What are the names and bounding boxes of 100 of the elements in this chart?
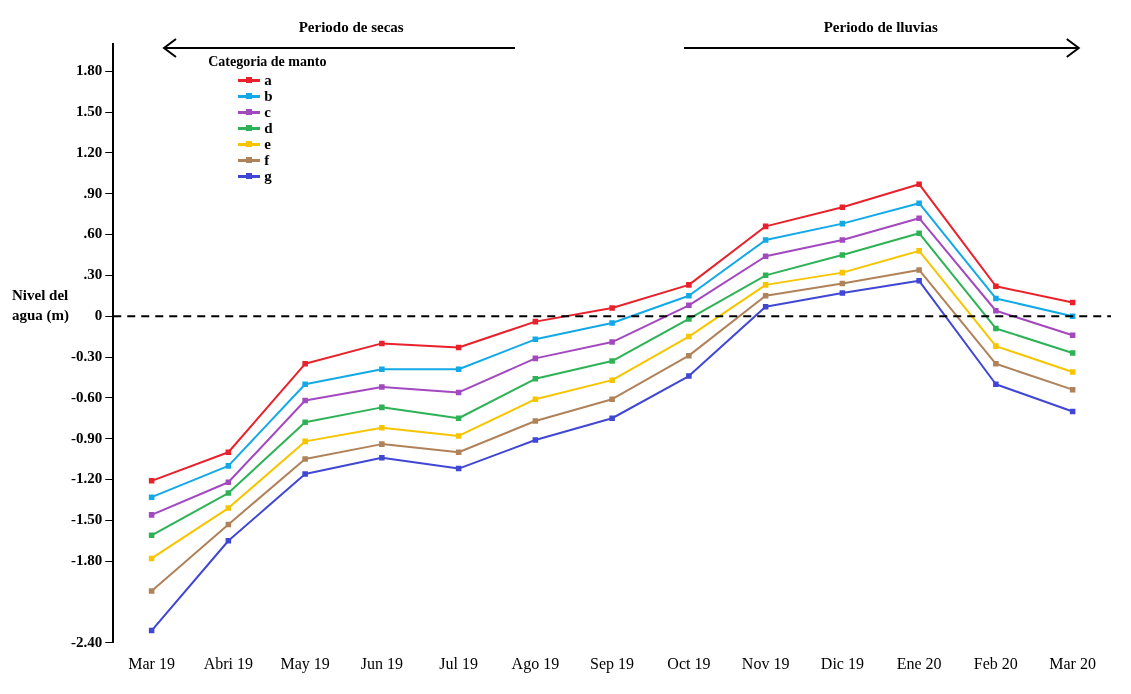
- x-tick-label: Feb 20: [973, 654, 1018, 672]
- legend-label: d: [264, 120, 273, 136]
- point: [916, 181, 922, 187]
- legend-label: e: [264, 136, 271, 152]
- point: [225, 505, 232, 511]
- point: [379, 340, 385, 347]
- point: [1069, 332, 1076, 338]
- point: [225, 521, 232, 528]
- point: [993, 307, 999, 314]
- point: [609, 377, 615, 383]
- y-tick-label: .90: [83, 184, 103, 201]
- x-tick-label: Ene 20: [896, 654, 942, 672]
- point: [609, 320, 615, 326]
- point: [532, 396, 539, 402]
- y-tick-label: 1.20: [76, 143, 103, 160]
- point: [916, 215, 922, 221]
- x-tick-label: Oct 19: [667, 654, 711, 672]
- point: [916, 248, 922, 254]
- point: [532, 437, 539, 443]
- point: [148, 532, 155, 539]
- point: [762, 223, 769, 230]
- point: [379, 404, 385, 411]
- point: [993, 295, 999, 302]
- point: [532, 336, 539, 343]
- x-tick-label: May 19: [280, 654, 330, 673]
- x-tick-label: Mar 20: [1049, 654, 1096, 672]
- point: [302, 471, 308, 477]
- point: [686, 282, 692, 288]
- point: [839, 220, 846, 227]
- point: [148, 512, 155, 518]
- point: [609, 358, 615, 364]
- point: [762, 303, 769, 310]
- point: [148, 588, 155, 594]
- point: [1069, 350, 1076, 356]
- point: [686, 333, 692, 340]
- point: [609, 339, 615, 345]
- y-tick-label: 0: [94, 307, 103, 324]
- legend-label: b: [264, 88, 273, 104]
- point: [993, 283, 999, 290]
- point: [379, 425, 385, 431]
- point: [609, 415, 615, 422]
- y-tick-label: -2.40: [71, 633, 103, 650]
- point: [686, 352, 692, 359]
- y-tick-label: -1.50: [71, 511, 103, 528]
- point: [609, 305, 615, 311]
- point: [379, 384, 385, 390]
- point: [762, 282, 769, 288]
- point: [916, 230, 922, 236]
- y-tick-label: 1.80: [76, 62, 103, 79]
- point: [148, 478, 155, 484]
- point: [455, 344, 462, 351]
- point: [379, 441, 385, 447]
- point: [609, 396, 615, 402]
- point: [839, 269, 846, 276]
- text: Periodo de secas: [298, 19, 404, 36]
- point: [839, 290, 846, 296]
- point: [839, 252, 846, 258]
- y-tick-label: -1.80: [71, 552, 103, 569]
- point: [762, 253, 769, 260]
- point: [302, 438, 308, 445]
- legend-label: g: [264, 168, 272, 184]
- point: [839, 204, 846, 211]
- point: [1069, 369, 1076, 375]
- point: [532, 376, 539, 382]
- point: [762, 272, 769, 279]
- x-tick-label: Sep 19: [590, 654, 635, 673]
- y-tick-label: .60: [83, 225, 103, 242]
- point: [225, 479, 232, 485]
- point: [225, 537, 232, 544]
- point: [148, 555, 155, 562]
- point: [993, 325, 999, 332]
- point: [455, 366, 462, 373]
- point: [302, 381, 308, 387]
- point: [1069, 299, 1076, 306]
- legend-label: c: [264, 104, 271, 120]
- legend-label: f: [264, 152, 270, 168]
- point: [225, 490, 232, 496]
- y-tick-label: -0.90: [71, 429, 103, 446]
- point: [302, 419, 308, 426]
- x-tick-label: Jul 19: [439, 654, 478, 672]
- y-tick-label: 1.50: [76, 102, 103, 119]
- point: [532, 355, 539, 362]
- point: [686, 373, 692, 379]
- point: [762, 293, 769, 299]
- point: [455, 449, 462, 456]
- point: [762, 237, 769, 243]
- point: [455, 433, 462, 439]
- x-tick-label: Ago 19: [511, 654, 560, 673]
- legend-label: a: [264, 72, 272, 88]
- text: Periodo de lluvias: [823, 19, 938, 36]
- point: [302, 456, 308, 462]
- point: [302, 361, 308, 367]
- y-tick-label: -0.60: [71, 388, 103, 405]
- point: [379, 366, 385, 373]
- y-axis-title: Nivel del agua (m): [12, 287, 70, 325]
- point: [993, 381, 999, 387]
- x-tick-label: Nov 19: [741, 654, 790, 672]
- point: [302, 397, 308, 404]
- x-tick-label: Jun 19: [360, 654, 403, 672]
- point: [993, 343, 999, 349]
